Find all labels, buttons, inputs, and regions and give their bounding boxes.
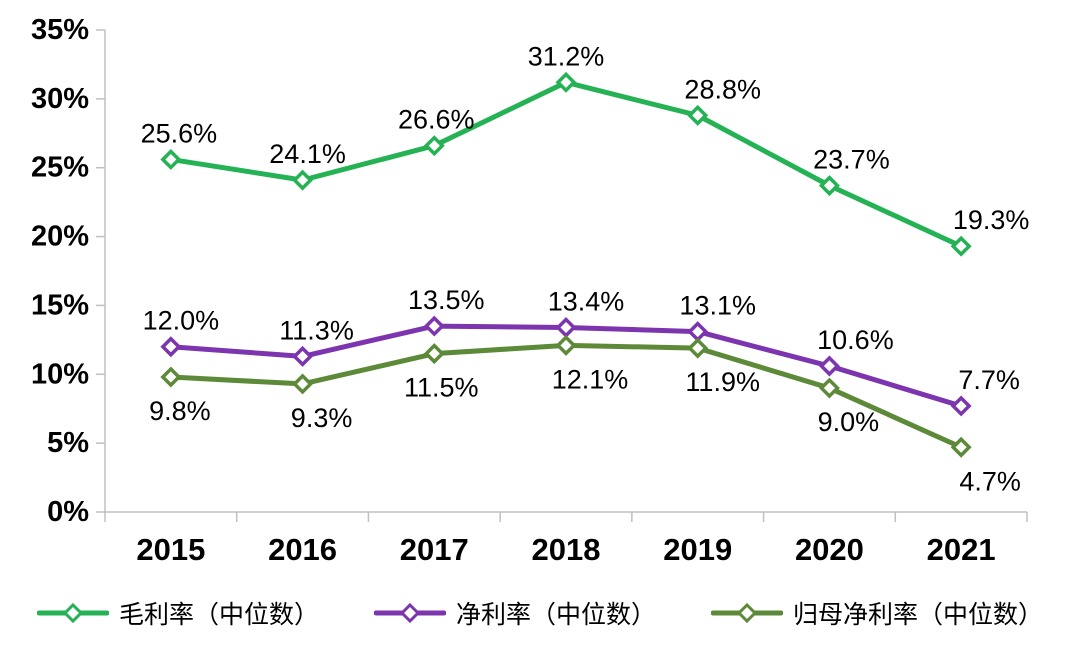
data-point-gross-margin-2019 xyxy=(687,104,709,126)
legend-diamond-icon xyxy=(62,602,84,624)
data-point-net-margin-2020 xyxy=(818,355,840,377)
y-tick-label: 5% xyxy=(47,427,89,459)
y-tick-label: 15% xyxy=(31,289,89,321)
data-point-parent-net-margin-2015 xyxy=(160,366,182,388)
x-tick-label: 2021 xyxy=(927,532,996,567)
x-tick-label: 2020 xyxy=(795,532,864,567)
data-label-gross-margin-2017: 26.6% xyxy=(398,105,475,135)
legend-item-gross-margin: 毛利率（中位数） xyxy=(36,595,319,631)
x-tick-label: 2015 xyxy=(136,532,205,567)
data-point-net-margin-2017 xyxy=(423,315,445,337)
y-tick-label: 20% xyxy=(31,221,89,253)
data-label-net-margin-2019: 13.1% xyxy=(679,291,756,321)
data-point-net-margin-2015 xyxy=(160,336,182,358)
data-point-parent-net-margin-2017 xyxy=(423,343,445,365)
legend-item-parent-net-margin: 归母净利率（中位数） xyxy=(711,595,1043,631)
data-point-net-margin-2021 xyxy=(950,395,972,417)
data-label-net-margin-2015: 12.0% xyxy=(143,306,220,336)
data-label-parent-net-margin-2021: 4.7% xyxy=(959,466,1021,496)
data-label-net-margin-2021: 7.7% xyxy=(958,365,1020,395)
y-tick-label: 30% xyxy=(31,83,89,115)
legend-diamond-icon xyxy=(736,602,758,624)
legend-marker-gross-margin xyxy=(36,602,109,624)
chart-legend: 毛利率（中位数） 净利率（中位数） 归母净利率（中位数） xyxy=(0,586,1080,640)
data-label-gross-margin-2015: 25.6% xyxy=(141,118,218,148)
data-label-parent-net-margin-2020: 9.0% xyxy=(818,407,880,437)
data-point-parent-net-margin-2020 xyxy=(818,377,840,399)
data-label-gross-margin-2016: 24.1% xyxy=(269,139,346,169)
x-tick-label: 2019 xyxy=(663,532,732,567)
legend-diamond-icon xyxy=(399,602,421,624)
data-point-gross-margin-2017 xyxy=(423,135,445,157)
legend-label-gross-margin: 毛利率（中位数） xyxy=(118,601,319,629)
legend-label-parent-net-margin: 归母净利率（中位数） xyxy=(793,601,1044,629)
data-point-net-margin-2018 xyxy=(555,316,577,338)
data-label-parent-net-margin-2019: 11.9% xyxy=(685,367,760,397)
data-label-parent-net-margin-2015: 9.8% xyxy=(149,396,211,426)
legend-label-net-margin: 净利率（中位数） xyxy=(455,601,656,629)
data-point-gross-margin-2015 xyxy=(160,148,182,170)
data-label-gross-margin-2020: 23.7% xyxy=(813,145,890,175)
x-tick-label: 2016 xyxy=(268,532,337,567)
data-label-gross-margin-2019: 28.8% xyxy=(684,74,761,104)
data-point-parent-net-margin-2016 xyxy=(292,373,314,395)
y-tick-label: 25% xyxy=(31,152,89,184)
data-label-gross-margin-2021: 19.3% xyxy=(953,205,1030,235)
legend-item-net-margin: 净利率（中位数） xyxy=(373,595,656,631)
x-tick-label: 2018 xyxy=(532,532,601,567)
data-label-parent-net-margin-2018: 12.1% xyxy=(552,364,629,394)
data-point-gross-margin-2021 xyxy=(950,235,972,257)
chart-plot-area: 0% 5% 10% 15% 20% 25% 30% 35% 2015 2016 2017 2018 20… xyxy=(31,14,1030,567)
data-point-parent-net-margin-2019 xyxy=(687,337,709,359)
data-point-parent-net-margin-2021 xyxy=(950,436,972,458)
data-label-gross-margin-2018: 31.2% xyxy=(528,41,605,71)
x-tick-label: 2017 xyxy=(400,532,469,567)
data-point-gross-margin-2018 xyxy=(555,71,577,93)
data-point-gross-margin-2020 xyxy=(818,175,840,197)
y-tick-label: 35% xyxy=(31,14,89,46)
y-tick-label: 10% xyxy=(31,358,89,390)
data-label-parent-net-margin-2016: 9.3% xyxy=(291,403,353,433)
y-tick-label: 0% xyxy=(47,496,89,528)
data-point-net-margin-2019 xyxy=(687,321,709,343)
legend-marker-parent-net-margin xyxy=(711,602,783,624)
data-label-net-margin-2016: 11.3% xyxy=(279,315,354,345)
data-label-net-margin-2017: 13.5% xyxy=(408,285,485,315)
data-point-parent-net-margin-2018 xyxy=(555,334,577,356)
data-point-gross-margin-2016 xyxy=(292,169,314,191)
data-label-net-margin-2020: 10.6% xyxy=(817,325,894,355)
legend-marker-net-margin xyxy=(373,602,446,624)
data-point-net-margin-2016 xyxy=(292,345,314,367)
data-label-net-margin-2018: 13.4% xyxy=(548,286,625,316)
data-label-parent-net-margin-2017: 11.5% xyxy=(404,373,479,403)
